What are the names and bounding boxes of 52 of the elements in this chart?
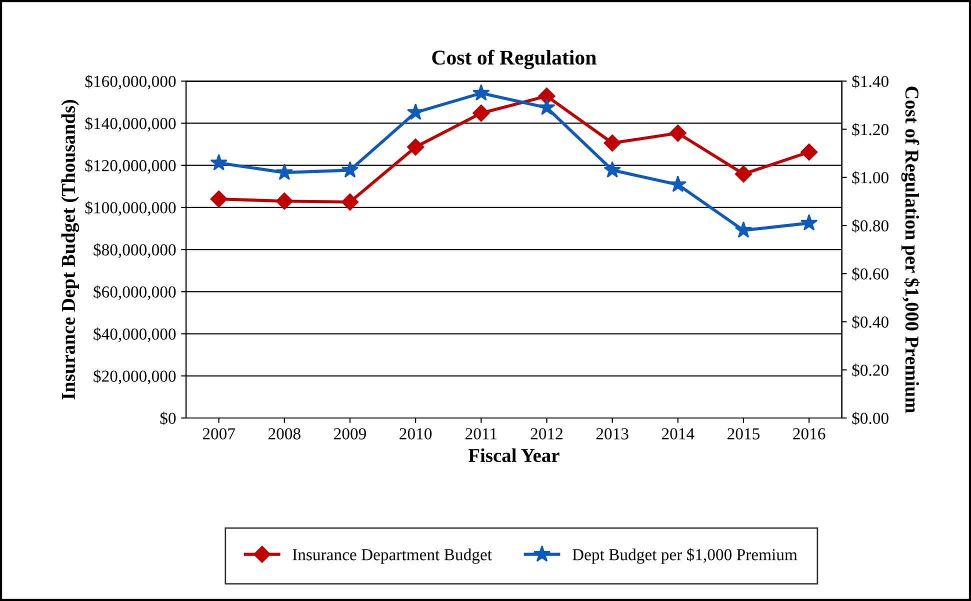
x-tick-label: 2013 <box>596 428 628 440</box>
chart-title: Cost of Regulation <box>432 50 596 70</box>
point <box>472 84 490 101</box>
y2-tick-label: $1.20 <box>852 122 888 136</box>
legend-label: Insurance Department Budget <box>292 548 492 564</box>
point <box>800 214 818 231</box>
y2-tick-label: $0.60 <box>852 267 888 281</box>
y-tick-label: $60,000,000 <box>94 285 176 300</box>
point <box>472 104 490 122</box>
legend-label: Dept Budget per $1,000 Premium <box>572 548 798 564</box>
y-axis-title: Insurance Dept Budget (Thousands) <box>61 100 80 400</box>
x-tick-label: 2010 <box>400 428 432 440</box>
x-tick-label: 2009 <box>334 428 366 440</box>
y-tick-label: $40,000,000 <box>94 327 176 342</box>
y-tick-label: $0 <box>160 412 176 426</box>
x-tick-label: 2015 <box>728 428 760 440</box>
y2-tick-label: $0.80 <box>852 219 888 233</box>
y2-tick-label: $0.00 <box>852 412 888 426</box>
point <box>210 154 228 170</box>
point <box>341 193 359 211</box>
point <box>210 190 228 208</box>
point <box>734 221 752 238</box>
y2-tick-label: $0.40 <box>852 315 888 329</box>
y-tick-label: $100,000,000 <box>85 201 176 216</box>
y2-tick-label: $1.40 <box>852 74 888 88</box>
point <box>276 192 293 210</box>
x-tick-label: 2016 <box>793 428 826 440</box>
x-tick-label: 2011 <box>466 428 497 440</box>
point <box>538 98 556 116</box>
x-tick-label: 2007 <box>202 428 236 440</box>
point <box>341 161 359 178</box>
point <box>538 88 556 105</box>
point <box>800 144 818 161</box>
y-tick-label: $20,000,000 <box>94 370 176 384</box>
y-tick-label: $160,000,000 <box>85 74 176 90</box>
y-tick-label: $120,000,000 <box>85 159 176 174</box>
y2-axis-title: Cost of Regulation per $1,000 Premium <box>901 86 920 414</box>
point <box>669 176 687 192</box>
point <box>604 161 621 178</box>
y-tick-label: $80,000,000 <box>94 243 176 258</box>
point <box>276 164 294 180</box>
x-tick-label: 2012 <box>530 428 562 440</box>
x-tick-label: 2014 <box>662 428 694 440</box>
x-tick-label: 2008 <box>268 428 300 440</box>
y2-tick-label: $0.20 <box>852 364 888 377</box>
y-tick-label: $140,000,000 <box>85 116 176 132</box>
point <box>734 165 752 183</box>
x-axis-title: Fiscal Year <box>468 448 560 462</box>
point <box>669 124 686 142</box>
y2-tick-label: $1.00 <box>852 171 888 184</box>
point <box>604 134 621 152</box>
point <box>407 138 424 156</box>
